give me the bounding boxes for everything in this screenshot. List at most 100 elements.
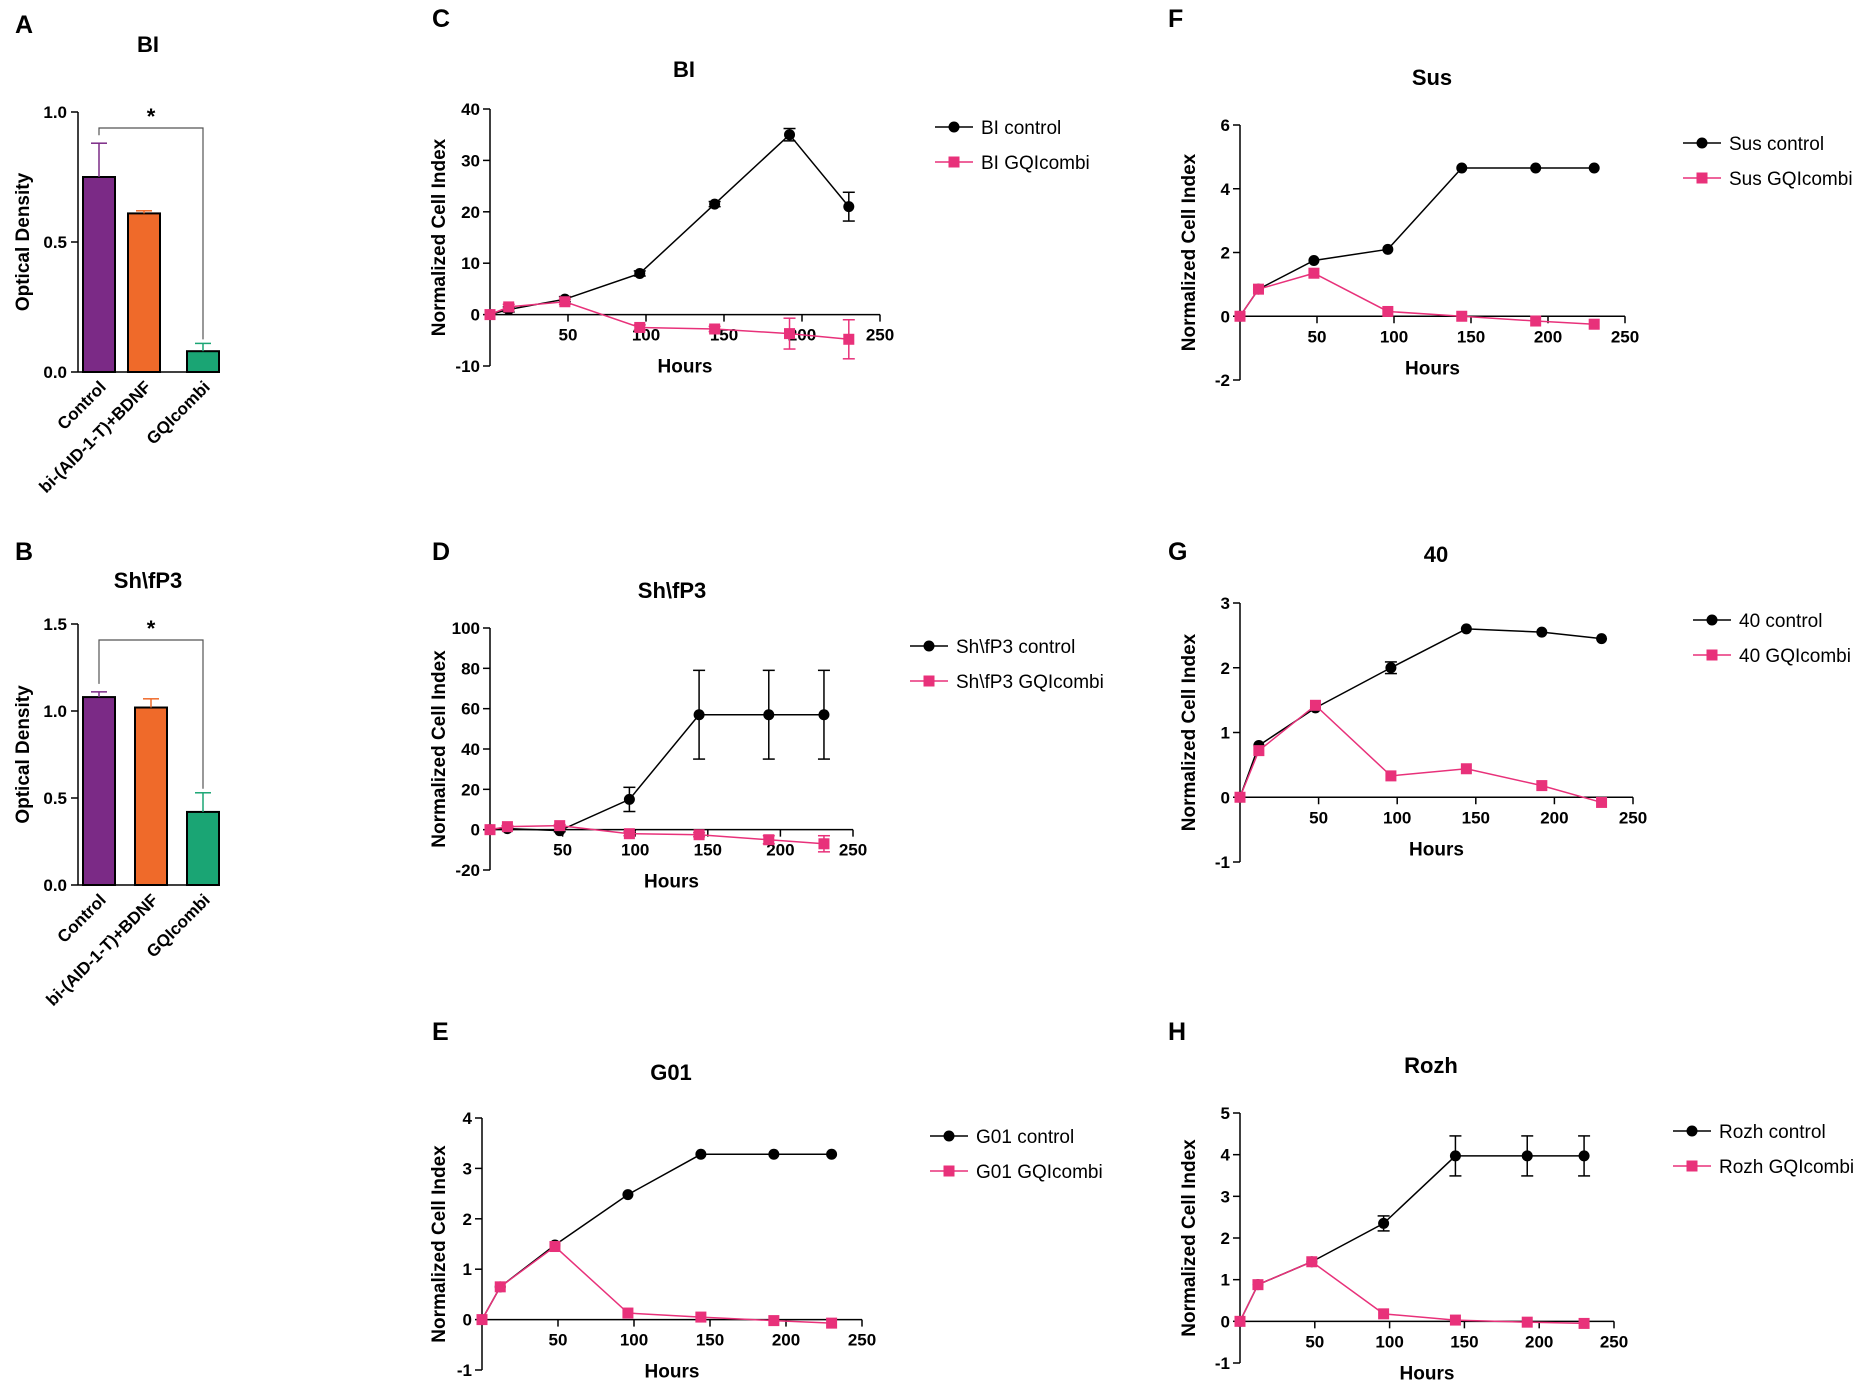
legend-label: Rozh control (1719, 1122, 1826, 1143)
series-line (489, 133, 850, 316)
bar (186, 810, 220, 886)
data-point (843, 201, 855, 213)
series-gqicombi (1234, 267, 1600, 330)
legend-marker (923, 675, 935, 687)
x-tick-label: 250 (1600, 1332, 1628, 1351)
x-axis-label: Hours (1405, 358, 1460, 379)
significance-bracket (98, 639, 204, 789)
x-tick-label: 250 (866, 326, 894, 345)
x-tick-label: 200 (1525, 1332, 1553, 1351)
series-line (1239, 167, 1595, 317)
x-tick-label: 100 (1375, 1332, 1403, 1351)
data-point (826, 1148, 838, 1160)
data-point (1252, 1279, 1264, 1291)
bar (127, 212, 161, 373)
x-tick-label: 50 (559, 326, 578, 345)
panel-h: H Rozh -1 0 1 2 3 4 5 50 100 150 200 250 Hours Normaliz… (1168, 1018, 1854, 1384)
x-tick-label: 200 (1540, 808, 1568, 827)
chart-title: BI (673, 57, 695, 82)
data-point (1382, 243, 1394, 255)
data-point (1460, 763, 1472, 775)
data-point (1385, 662, 1397, 674)
legend-label: G01 GQIcombi (976, 1162, 1103, 1183)
y-tick-label: 4 (1221, 180, 1231, 199)
series-control (484, 669, 830, 837)
x-tick-label: 50 (1308, 327, 1327, 346)
series-control (1234, 162, 1600, 322)
x-tick-label: 200 (766, 841, 794, 860)
y-tick-label: 2 (1221, 1229, 1230, 1248)
x-tick-label: 250 (1619, 808, 1647, 827)
significance-star: * (147, 616, 156, 641)
legend-marker (1686, 1160, 1698, 1172)
y-axis-label: Normalized Cell Index (429, 1145, 450, 1343)
y-tick-label: 6 (1221, 116, 1230, 135)
legend-marker (948, 156, 960, 168)
x-tick-label: 100 (1383, 808, 1411, 827)
data-point (1253, 745, 1265, 757)
data-point (623, 793, 635, 805)
category-label: GQIcombi (143, 377, 214, 448)
chart-title: Sus (1412, 65, 1452, 90)
y-tick-label: 3 (1221, 594, 1230, 613)
legend-marker (943, 1165, 955, 1177)
data-point (484, 309, 496, 321)
series-line (1239, 704, 1602, 804)
legend-entry: Sh\fP3 control (910, 637, 1075, 658)
y-tick-label: 0 (463, 1311, 472, 1330)
data-point (763, 709, 775, 721)
x-tick-label: 200 (772, 1331, 800, 1350)
bar (134, 706, 168, 887)
legend-marker (1696, 172, 1708, 184)
chart-title: 40 (1424, 542, 1448, 567)
legend-marker (1706, 614, 1718, 626)
x-axis-label: Hours (645, 1362, 700, 1383)
axes: -1 0 1 2 3 50 100 150 200 250 Hours Normalized Cell… (1179, 594, 1647, 872)
legend-marker (1696, 137, 1708, 149)
y-tick-label: -10 (455, 357, 480, 376)
y-axis-label: Normalized Cell Index (429, 138, 450, 336)
data-point (1456, 310, 1468, 322)
data-point (784, 328, 796, 340)
data-point (484, 824, 496, 836)
data-point (1596, 633, 1608, 645)
y-tick-label: 0.5 (43, 789, 67, 808)
panel-g: G 40 -1 0 1 2 3 50 100 150 200 250 Hours Normalized C… (1168, 538, 1851, 872)
series-gqicombi (484, 296, 855, 360)
legend-label: 40 GQIcombi (1739, 646, 1851, 667)
y-tick-label: 60 (461, 700, 480, 719)
legend-label: BI GQIcombi (981, 153, 1090, 174)
data-point (693, 709, 705, 721)
x-tick-label: 100 (621, 841, 649, 860)
x-tick-label: 100 (1380, 327, 1408, 346)
x-tick-label: 150 (1462, 808, 1490, 827)
y-tick-label: 0.0 (43, 876, 67, 895)
series-control (1234, 1135, 1591, 1327)
data-point (1234, 791, 1246, 803)
data-point (843, 333, 855, 345)
data-point (818, 709, 830, 721)
x-tick-label: 250 (848, 1331, 876, 1350)
legend-marker (1686, 1125, 1698, 1137)
chart-title: Sh\fP3 (114, 568, 182, 593)
data-point (622, 1189, 634, 1201)
data-point (709, 198, 721, 210)
data-point (768, 1148, 780, 1160)
data-point (1309, 699, 1321, 711)
y-tick-label: 0.0 (43, 363, 67, 382)
y-tick-label: 100 (452, 619, 480, 638)
y-tick-label: 1 (1221, 724, 1230, 743)
y-axis-label: Normalized Cell Index (1179, 1139, 1200, 1337)
legend-label: Sh\fP3 control (956, 637, 1075, 658)
data-point (476, 1314, 488, 1326)
significance-star: * (147, 104, 156, 129)
data-point (1536, 626, 1548, 638)
legend-entry: BI control (935, 118, 1061, 139)
y-tick-label: 1.0 (43, 702, 67, 721)
x-tick-label: 50 (549, 1331, 568, 1350)
data-point (784, 129, 796, 141)
data-point (623, 828, 635, 840)
axes: -20 0 20 40 60 80 100 50 100 150 200 250 Hours Normal… (429, 619, 867, 893)
y-tick-label: 1 (1221, 1271, 1230, 1290)
